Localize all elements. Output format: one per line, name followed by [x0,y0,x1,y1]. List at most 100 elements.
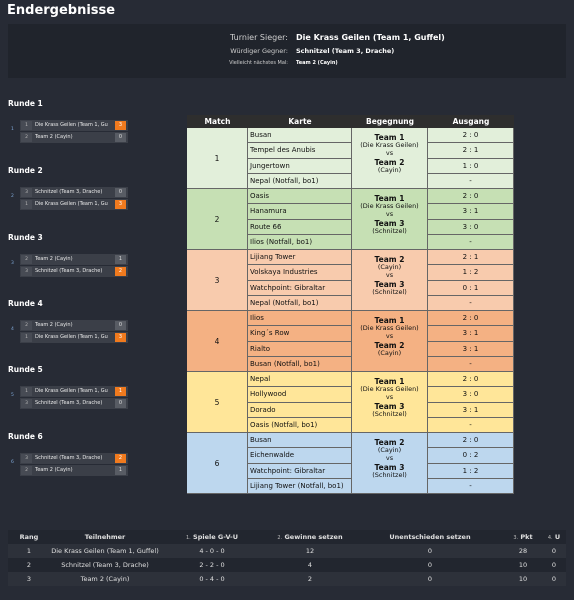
team-slot[interactable]: 3 Schnitzel (Team 3, Drache) 2 [20,453,128,464]
team-slot[interactable]: 1 Die Krass Geilen (Team 1, Gu 3 [20,120,128,131]
map-result: 2 : 0 [428,189,514,205]
column-rank-number: 3. [513,535,519,541]
standings-rang-cell: 2 [26,561,32,569]
team-seed: 3 [21,454,32,463]
team-slot[interactable]: 3 Schnitzel (Team 3, Drache) 0 [20,187,128,198]
map-name: Busan (Notfall, bo1) [248,356,352,372]
winner-label: Turnier Sieger: [229,33,288,42]
round-match[interactable]: 1 Die Krass Geilen (Team 1, Gu 1 3 Schnitzel… [20,386,128,410]
round-match[interactable]: 1 Die Krass Geilen (Team 1, Gu 3 2 Team 2 (C… [20,120,128,144]
team-a: Team 1 [374,194,405,203]
team-a: Team 1 [374,133,405,142]
round-match[interactable]: 2 Team 2 (Cayin) 1 3 Schnitzel (Team 3, Drac… [20,254,128,278]
map-name: Watchpoint: Gibraltar [248,463,352,479]
team-slot[interactable]: 2 Team 2 (Cayin) 0 [20,320,128,331]
team-slot[interactable]: 2 Team 2 (Cayin) 1 [20,465,128,476]
map-result: 0 : 1 [428,280,514,296]
team-b: Team 2 [374,157,405,167]
column-header-gewinne[interactable]: 2. Gewinne setzen [264,530,356,544]
winner-value: Die Krass Geilen (Team 1, Guffel) [296,33,445,42]
standings-row: 1 Die Krass Geilen (Team 1, Guffel) 4 - 0 … [8,544,566,558]
standings-teilnehmer-cell: Schnitzel (Team 3, Drache) [61,561,149,569]
team-score: 0 [115,133,126,142]
standings-spiele-cell: 4 - 0 - 0 [199,547,225,555]
team-b-name: (Cayin) [377,165,402,174]
match-number: 3 [187,250,248,311]
round-match[interactable]: 3 Schnitzel (Team 3, Drache) 0 1 Die Krass G… [20,187,128,211]
team-seed: 1 [21,333,32,342]
map-name: Eichenwalde [248,448,352,464]
map-name: Oasis (Notfall, bo1) [248,417,352,433]
team-slot[interactable]: 2 Team 2 (Cayin) 0 [20,132,128,143]
opponent-value: Schnitzel (Team 3, Drache) [296,47,395,55]
round-number: 2 [11,194,14,199]
map-name: Hollywood [248,387,352,403]
team-seed: 3 [21,267,32,276]
map-name: Route 66 [248,219,352,235]
column-header-label: Teilnehmer [84,533,126,541]
round-number: 6 [11,460,14,465]
map-result: 3 : 1 [428,204,514,220]
column-header-unent[interactable]: Unentschieden setzen [356,530,504,544]
round-match[interactable]: 2 Team 2 (Cayin) 0 1 Die Krass Geilen (Team … [20,320,128,344]
map-result: 3 : 1 [428,326,514,342]
team-slot[interactable]: 3 Schnitzel (Team 3, Drache) 2 [20,266,128,277]
encounter-cell: Team 2 (Cayin) vs Team 3 (Schnitzel) [352,250,428,311]
map-result: 0 : 2 [428,448,514,464]
round-match[interactable]: 3 Schnitzel (Team 3, Drache) 2 2 Team 2 (Cay… [20,453,128,477]
column-header-u[interactable]: 4. U [542,530,566,544]
vs-label: vs [385,453,394,462]
map-result: 3 : 0 [428,387,514,403]
team-a: Team 1 [374,316,405,325]
map-name: Volskaya Industries [248,265,352,281]
team-slot[interactable]: 2 Team 2 (Cayin) 1 [20,254,128,265]
standings-teilnehmer-cell: Team 2 (Cayin) [80,575,130,583]
map-name: Busan [248,128,352,144]
table-header-cell: Begegnung [352,115,428,128]
team-score: 1 [115,466,126,475]
map-result: - [428,173,514,189]
map-name: Hanamura [248,204,352,220]
table-header-cell: Match [187,115,248,128]
standings-pkt-cell: 10 [518,561,528,569]
team-slot[interactable]: 1 Die Krass Geilen (Team 1, Gu 1 [20,386,128,397]
standings-spiele-cell: 2 - 2 - 0 [199,561,225,569]
team-score: 0 [115,188,126,197]
round-title: Runde 2 [8,166,43,175]
team-name: Team 2 (Cayin) [35,134,73,140]
map-result: 1 : 2 [428,265,514,281]
column-header-rang[interactable]: Rang [8,530,50,544]
team-name: Schnitzel (Team 3, Drache) [35,455,103,461]
team-a: Team 2 [374,438,405,447]
team-score: 0 [115,321,126,330]
column-header-spiele[interactable]: 1. Spiele G-V-U [160,530,264,544]
team-b: Team 3 [374,401,405,411]
map-name: Ilios [248,311,352,327]
team-b-name: (Schnitzel) [372,470,407,479]
column-header-label: Rang [19,533,39,541]
standings-spiele-cell: 0 - 4 - 0 [199,575,225,583]
round-number: 3 [11,261,14,266]
standings-rang-cell: 1 [26,547,32,555]
map-result: 2 : 1 [428,143,514,159]
page-title: Endergebnisse [7,3,116,18]
map-name: Lijiang Tower (Notfall, bo1) [248,478,352,494]
column-header-pkt[interactable]: 3. Pkt [504,530,542,544]
column-header-teilnehmer[interactable]: Teilnehmer [50,530,160,544]
match-number: 4 [187,311,248,372]
map-result: 1 : 0 [428,158,514,174]
match-number: 5 [187,372,248,433]
vs-label: vs [385,270,394,279]
team-slot[interactable]: 3 Schnitzel (Team 3, Drache) 0 [20,398,128,409]
winning-score: 3 [115,200,126,209]
team-name: Die Krass Geilen (Team 1, Gu [35,201,108,207]
team-slot[interactable]: 1 Die Krass Geilen (Team 1, Gu 3 [20,332,128,343]
team-slot[interactable]: 1 Die Krass Geilen (Team 1, Gu 3 [20,199,128,210]
tournament-summary: Turnier Sieger: Die Krass Geilen (Team 1… [8,24,566,78]
column-header-label: Gewinne setzen [284,533,343,541]
team-name: Schnitzel (Team 3, Drache) [35,400,103,406]
team-score: 1 [115,255,126,264]
round-number: 4 [11,327,14,332]
team-a-name: (Die Krass Geilen) [360,385,419,393]
team-b: Team 2 [374,340,405,350]
